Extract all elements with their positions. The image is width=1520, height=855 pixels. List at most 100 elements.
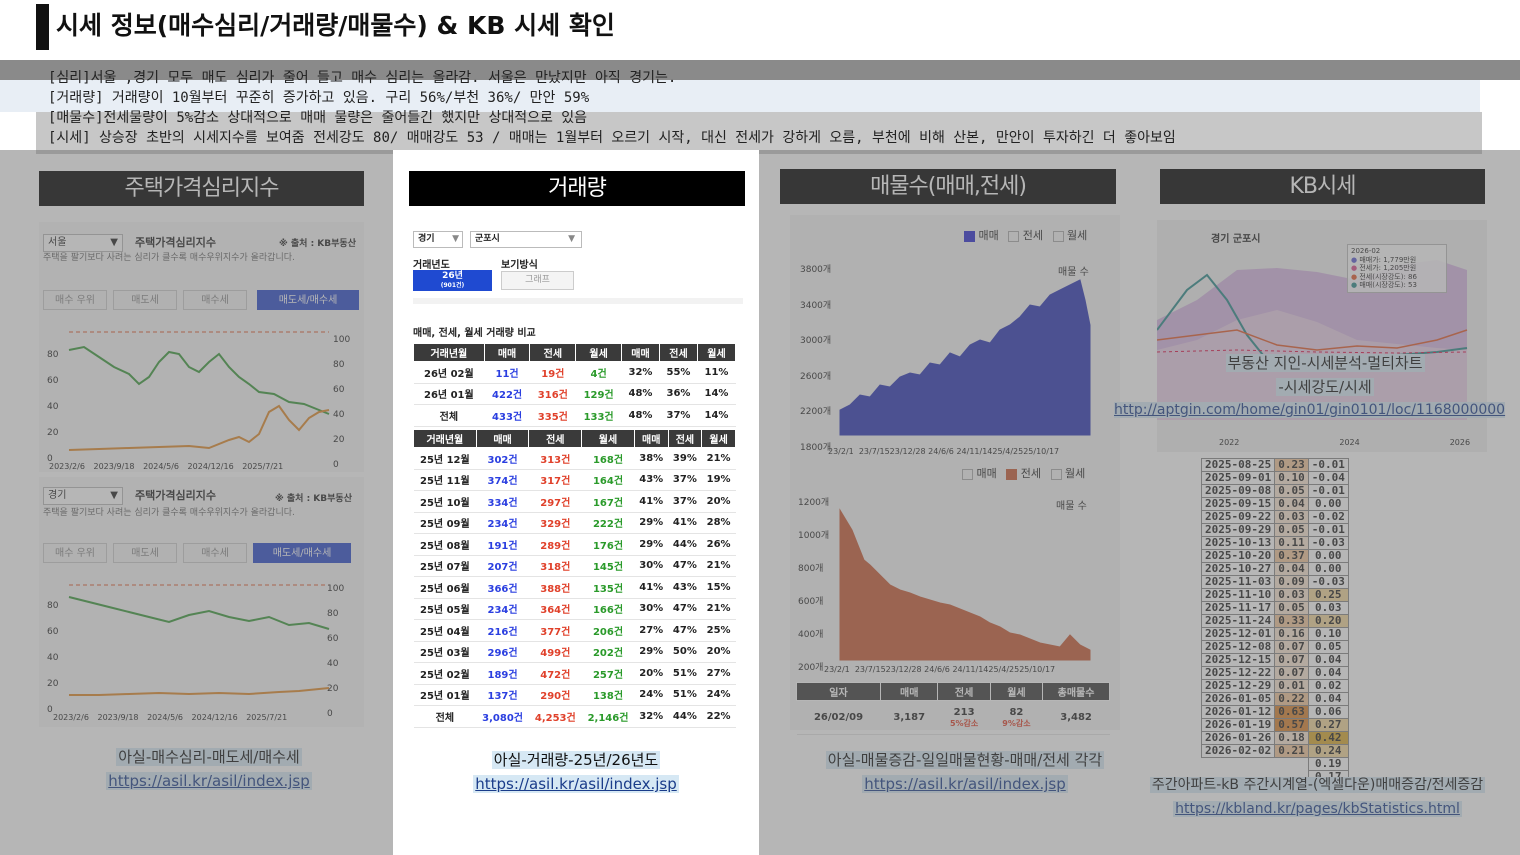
table-cell: 25년 08월 (413, 533, 477, 556)
caption-kb: 주간아파트-kB 주간시계열-(엑셀다운)매매증감/전세증감 https://k… (1120, 773, 1515, 821)
kb-cell: -0.01 (1307, 458, 1349, 472)
table-cell: 38% (634, 447, 669, 470)
table-cell: 32% (634, 705, 669, 728)
kb-cell: 0.04 (1307, 666, 1349, 680)
table-cell: 전체 (413, 404, 485, 427)
table-cell: 51% (668, 684, 702, 706)
kb-cell: 0.25 (1307, 588, 1349, 602)
kb-cell: 0.07 (1274, 653, 1309, 667)
kb-cell: 0.05 (1274, 601, 1309, 615)
kb-cell: 0.19 (1307, 757, 1349, 771)
kb-row: 2026-02-02 0.21 0.24 (1200, 744, 1349, 758)
sentiment-chart-gyeonggi: 경기 ▼ 주택가격심리지수 ※ 출처 : KB부동산 주택을 팔기보다 사려는 심… (39, 477, 364, 727)
table-cell: 26년 02월 (413, 361, 485, 384)
sentiment-chart-seoul: 서울 ▼ 주택가격심리지수 ※ 출처 : KB부동산 주택을 팔기보다 사려는 심… (39, 222, 364, 472)
volume-summary-table: 거래년월 매매 전세 월세 매매 전세 월세 26년 02월 11건 19건 4건 32% 55% 11… (413, 343, 737, 427)
table-cell: 27% (701, 662, 736, 685)
kb-cell: 2025-10-13 (1200, 536, 1276, 550)
caption-listings: 아실-매물증감-일일매물현황-매매/전세 각각 https://asil.kr/… (790, 748, 1140, 796)
kb-row: 2025-09-08 0.05 -0.01 (1200, 484, 1349, 498)
chart-title: 주택가격심리지수 (135, 489, 216, 502)
overlay-link[interactable]: http://aptgin.com/home/gin01/gin0101/loc… (1114, 402, 1506, 418)
caption-link[interactable]: https://asil.kr/asil/index.jsp (106, 772, 312, 790)
table-cell: 129건 (575, 383, 622, 405)
table-cell: 313건 (528, 447, 582, 470)
kb-row: 2025-10-13 0.11 -0.03 (1200, 536, 1349, 550)
kb-row: 2025-12-08 0.07 0.05 (1200, 640, 1349, 654)
table-cell: 21% (701, 598, 736, 620)
kb-cell: 0.42 (1307, 731, 1349, 745)
caption-link[interactable]: https://kbland.kr/pages/kbStatistics.htm… (1173, 801, 1462, 817)
table-cell: 25년 02월 (413, 662, 477, 685)
table-cell: 29% (634, 533, 669, 556)
table-row: 25년 09월 234건 329건 222건 29% 41% 28% (413, 512, 736, 534)
notes-band-top (0, 60, 1520, 80)
table-cell: 222건 (581, 512, 635, 534)
table-cell: 334건 (476, 490, 529, 513)
kb-cell: 2025-12-01 (1200, 627, 1276, 641)
tab-sell-buy[interactable]: 매도세/매수세 (253, 543, 351, 563)
table-cell: 19% (701, 469, 736, 491)
region-select[interactable]: 경기 ▼ (413, 231, 463, 248)
chart-source: ※ 출처 : KB부동산 (275, 494, 352, 504)
table-cell: 25년 05월 (413, 598, 477, 620)
kb-cell: 0.00 (1307, 497, 1349, 511)
chart-desc: 주택을 팔기보다 사려는 심리가 클수록 매수우위지수가 올라갑니다. (43, 508, 295, 518)
caption-text: 아실-매수심리-매도세/매수세 (116, 748, 302, 766)
table-cell: 207건 (476, 555, 529, 577)
table-cell: 25년 06월 (413, 576, 477, 599)
notes-block: [심리]서울 ,경기 모두 매도 심리가 줄어 들고 매수 심리는 올라감. 서… (48, 68, 1176, 148)
tab-sell-buy[interactable]: 매도세/매수세 (257, 290, 359, 310)
table-row: 25년 03월 296건 499건 202건 29% 50% 20% (413, 641, 736, 663)
tab-sell-force[interactable]: 매도세 (113, 543, 177, 563)
kb-cell: 2026-01-26 (1200, 731, 1276, 745)
table-cell: 176건 (581, 533, 635, 556)
kb-cell: 0.20 (1307, 614, 1349, 628)
graph-button[interactable]: 그래프 (501, 271, 574, 290)
table-cell: 30% (634, 555, 669, 577)
kb-cell: 0.03 (1274, 588, 1309, 602)
page-title: 시세 정보(매수심리/거래량/매물수) & KB 시세 확인 (56, 11, 615, 40)
y-axis-right: 100 80 60 40 20 0 (327, 584, 345, 719)
kb-row: 2025-12-15 0.07 0.04 (1200, 653, 1349, 667)
kb-cell: 2025-11-17 (1200, 601, 1276, 615)
tab-buy-advantage[interactable]: 매수 우위 (43, 543, 107, 563)
x-axis-sale: 23/2/1 23/7/1523/12/28 24/6/6 24/11/1425… (828, 447, 1060, 456)
compare-title: 매매, 전세, 월세 거래량 비교 (413, 328, 536, 339)
kb-row: 2025-12-01 0.16 0.10 (1200, 627, 1349, 641)
table-cell: 39% (668, 447, 702, 470)
table-cell: 30% (634, 598, 669, 620)
tab-sell-force[interactable]: 매도세 (113, 290, 177, 310)
city-select[interactable]: 군포시 ▼ (470, 231, 582, 248)
table-cell: 138건 (581, 684, 635, 706)
overlay-text-1: 부동산 지인-시세분석-멀티차트 (1225, 354, 1425, 372)
kb-row: 0.19 (1202, 757, 1349, 771)
kb-cell: 0.04 (1274, 497, 1309, 511)
region-select[interactable]: 서울 ▼ (43, 234, 123, 252)
table-cell: 25년 01월 (413, 684, 477, 706)
table-cell: 290건 (528, 684, 582, 706)
kb-tooltip: 2026-02 ● 매매가: 1,779만원 ● 전세가: 1,205만원 ● … (1347, 244, 1447, 293)
tab-buy-advantage[interactable]: 매수 우위 (43, 290, 107, 310)
caption-link[interactable]: https://asil.kr/asil/index.jsp (862, 775, 1068, 793)
section-header-listings: 매물수(매매,전세) (780, 169, 1116, 204)
kb-cell: 0.03 (1274, 510, 1309, 524)
year-button[interactable]: 26년 (901건) (413, 270, 492, 291)
table-cell: 25년 10월 (413, 490, 477, 513)
table-row: 25년 10월 334건 297건 167건 41% 37% 20% (413, 490, 736, 513)
tab-buy-force[interactable]: 매수세 (183, 290, 247, 310)
kb-cell: 0.24 (1307, 744, 1349, 758)
table-row: 25년 07월 207건 318건 145건 30% 47% 21% (413, 555, 736, 577)
caption-link[interactable]: https://asil.kr/asil/index.jsp (473, 775, 679, 793)
kb-cell: 0.07 (1274, 640, 1309, 654)
region-select[interactable]: 경기 ▼ (43, 487, 123, 505)
caption-sentiment: 아실-매수심리-매도세/매수세 https://asil.kr/asil/ind… (39, 745, 379, 793)
table-cell: 377건 (528, 619, 582, 642)
kb-cell: 0.00 (1307, 562, 1349, 576)
kb-cell: 0.57 (1274, 718, 1309, 732)
kb-cell: 0.18 (1274, 731, 1309, 745)
table-cell: 2,146건 (581, 705, 635, 728)
tab-buy-force[interactable]: 매수세 (183, 543, 247, 563)
table-cell: 27% (634, 619, 669, 642)
x-axis: 2023/2/6 2023/9/18 2024/5/6 2024/12/16 2… (53, 713, 288, 722)
